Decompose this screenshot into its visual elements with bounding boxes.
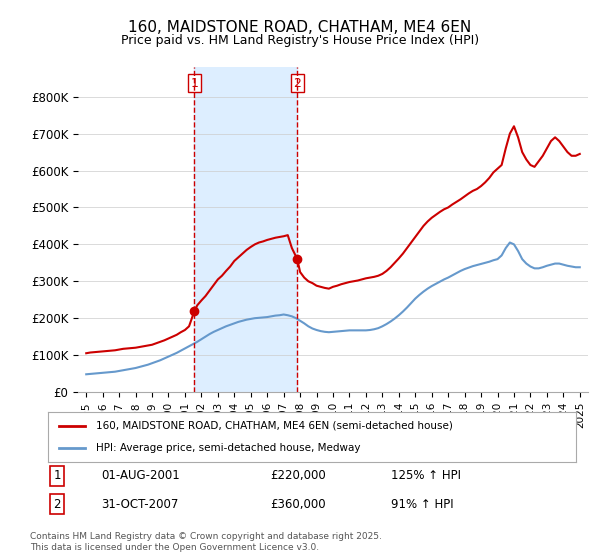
Text: 2: 2 xyxy=(53,498,61,511)
Text: HPI: Average price, semi-detached house, Medway: HPI: Average price, semi-detached house,… xyxy=(95,443,360,453)
Text: 1: 1 xyxy=(53,469,61,482)
Text: 01-AUG-2001: 01-AUG-2001 xyxy=(101,469,179,482)
Text: Price paid vs. HM Land Registry's House Price Index (HPI): Price paid vs. HM Land Registry's House … xyxy=(121,34,479,46)
Text: 91% ↑ HPI: 91% ↑ HPI xyxy=(391,498,454,511)
Bar xyxy=(194,67,297,392)
Text: £360,000: £360,000 xyxy=(270,498,325,511)
Text: 160, MAIDSTONE ROAD, CHATHAM, ME4 6EN: 160, MAIDSTONE ROAD, CHATHAM, ME4 6EN xyxy=(128,20,472,35)
Text: 160, MAIDSTONE ROAD, CHATHAM, ME4 6EN (semi-detached house): 160, MAIDSTONE ROAD, CHATHAM, ME4 6EN (s… xyxy=(95,421,452,431)
Text: 125% ↑ HPI: 125% ↑ HPI xyxy=(391,469,461,482)
Text: Contains HM Land Registry data © Crown copyright and database right 2025.
This d: Contains HM Land Registry data © Crown c… xyxy=(30,532,382,552)
Text: £220,000: £220,000 xyxy=(270,469,326,482)
Text: 31-OCT-2007: 31-OCT-2007 xyxy=(101,498,178,511)
Text: 2: 2 xyxy=(293,77,301,90)
Text: 1: 1 xyxy=(191,77,199,90)
